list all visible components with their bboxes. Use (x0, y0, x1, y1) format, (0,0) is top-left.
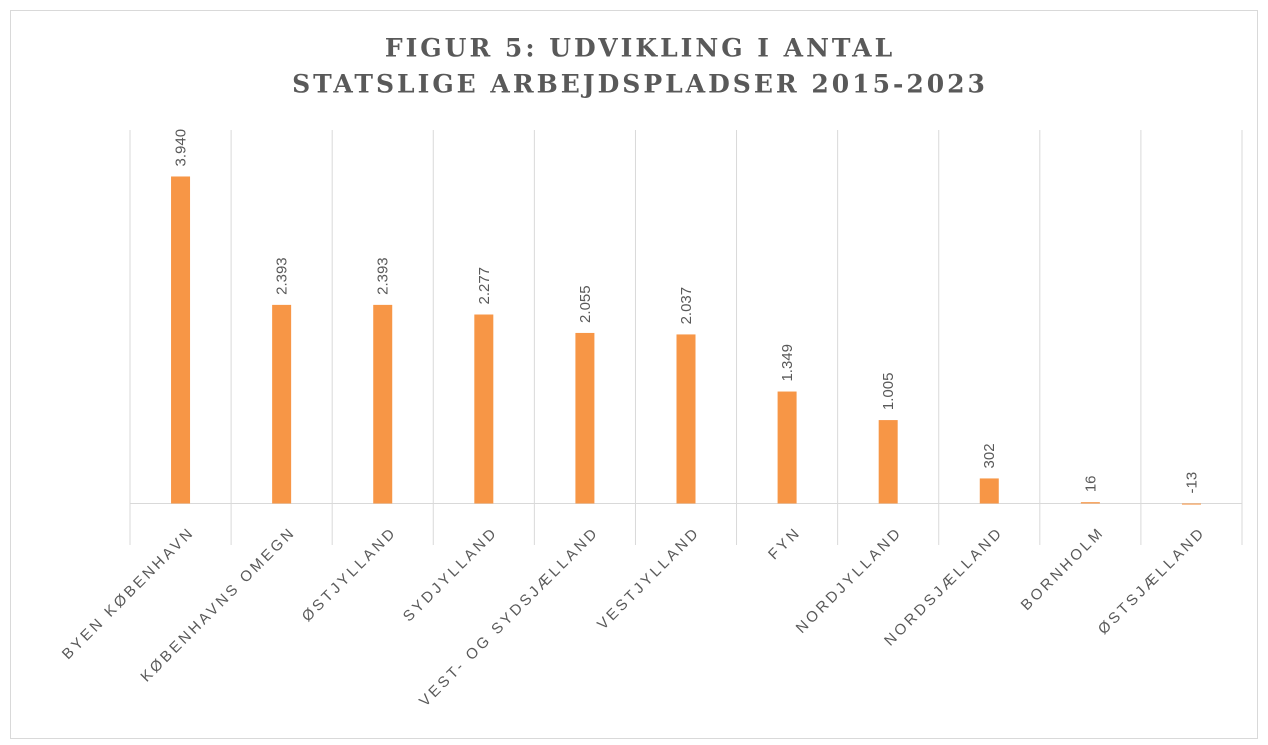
bar (272, 304, 292, 504)
value-label: 3.940 (173, 129, 190, 167)
bar (474, 314, 494, 504)
value-label: 2.055 (577, 285, 594, 323)
bar (1080, 502, 1100, 504)
value-label: 2.277 (476, 267, 493, 305)
value-label: -13 (1183, 472, 1200, 494)
bar (373, 304, 393, 504)
value-label: 2.393 (375, 257, 392, 295)
bar (575, 332, 595, 504)
bar (777, 391, 797, 504)
bar (979, 478, 999, 504)
value-label: 1.005 (880, 373, 897, 411)
bar (171, 176, 191, 504)
chart-title: FIGUR 5: UDVIKLING I ANTAL (385, 34, 895, 63)
value-label: 2.037 (678, 287, 695, 325)
value-label: 2.393 (274, 257, 291, 295)
value-label: 302 (981, 443, 998, 468)
bar (878, 420, 898, 504)
bar (676, 334, 696, 504)
bar (1181, 503, 1201, 505)
value-label: 16 (1082, 475, 1099, 492)
chart-frame (10, 10, 1258, 739)
chart-title: STATSLIGE ARBEJDSPLADSER 2015-2023 (292, 70, 988, 99)
value-label: 1.349 (779, 344, 796, 382)
